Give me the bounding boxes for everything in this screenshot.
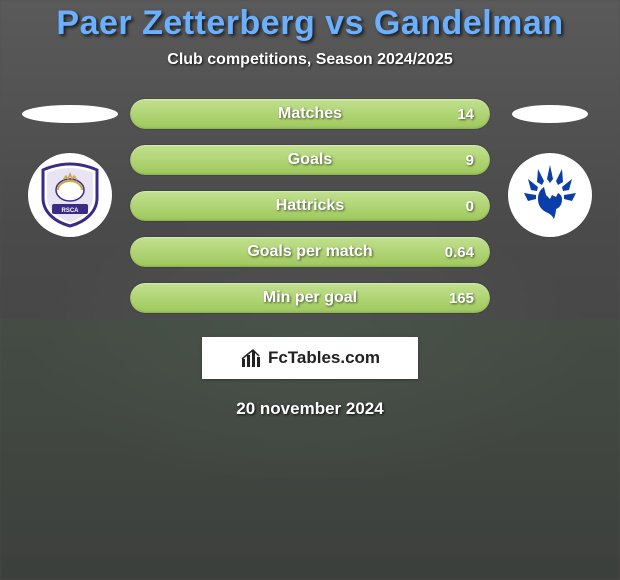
player-photo-right [512, 105, 588, 123]
stat-value: 0.64 [445, 237, 474, 267]
stat-bar-goals: Goals 9 [130, 145, 490, 175]
subtitle: Club competitions, Season 2024/2025 [0, 51, 620, 69]
stat-label: Hattricks [130, 191, 490, 221]
left-column: RSCA [10, 97, 130, 237]
stat-label: Goals per match [130, 237, 490, 267]
gent-badge [508, 153, 592, 237]
stat-value: 14 [457, 99, 474, 129]
footer-logo: FcTables.com [202, 337, 418, 379]
anderlecht-badge: RSCA [28, 153, 112, 237]
right-column [490, 97, 610, 237]
footer-logo-text: FcTables.com [268, 348, 380, 368]
gent-icon [514, 159, 586, 231]
stat-value: 0 [466, 191, 474, 221]
stat-bar-matches: Matches 14 [130, 99, 490, 129]
stat-label: Min per goal [130, 283, 490, 313]
footer-date: 20 november 2024 [0, 399, 620, 419]
chart-icon [240, 347, 262, 369]
page-title: Paer Zetterberg vs Gandelman [0, 4, 620, 43]
stat-bars: Matches 14 Goals 9 Hattricks 0 Goals per… [130, 97, 490, 313]
player-photo-left [22, 105, 118, 123]
stat-value: 165 [449, 283, 474, 313]
stat-label: Matches [130, 99, 490, 129]
stat-value: 9 [466, 145, 474, 175]
anderlecht-icon: RSCA [35, 160, 105, 230]
content: Paer Zetterberg vs Gandelman Club compet… [0, 0, 620, 419]
stat-bar-hattricks: Hattricks 0 [130, 191, 490, 221]
stat-bar-mpg: Min per goal 165 [130, 283, 490, 313]
svg-text:RSCA: RSCA [61, 208, 79, 214]
main-row: RSCA Matches 14 Goals 9 Hattricks 0 [0, 97, 620, 313]
stat-bar-gpm: Goals per match 0.64 [130, 237, 490, 267]
stat-label: Goals [130, 145, 490, 175]
